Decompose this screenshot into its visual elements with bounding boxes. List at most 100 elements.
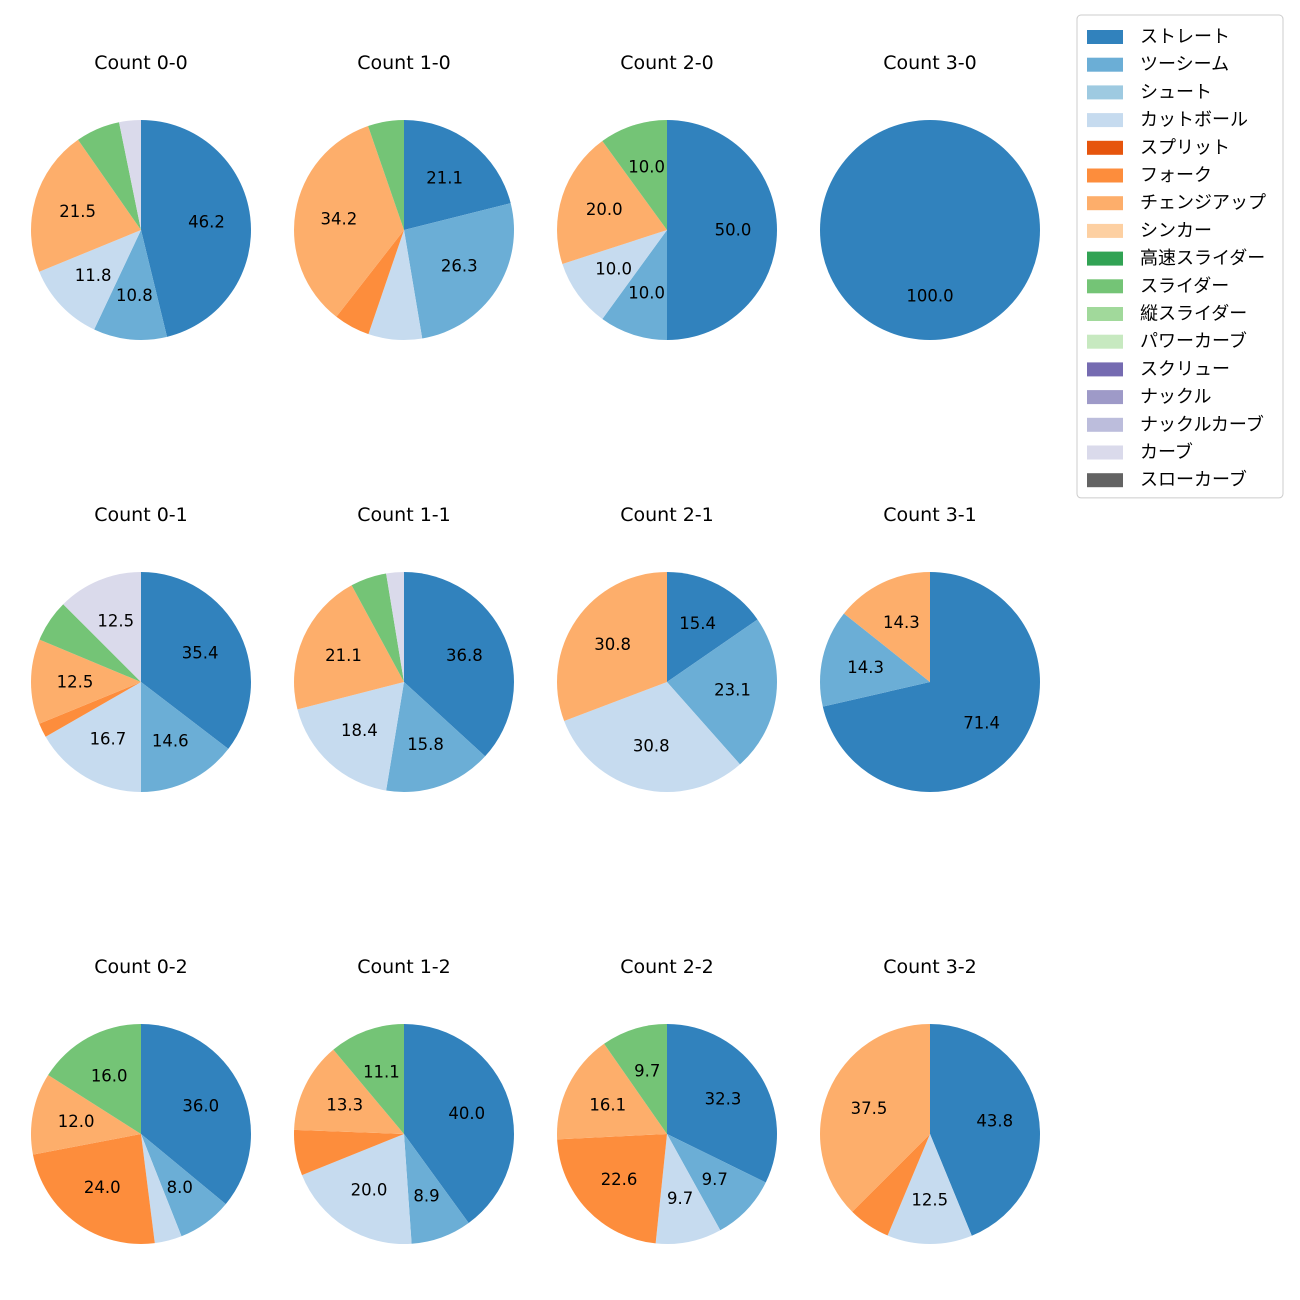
pie-slice — [820, 120, 1040, 340]
slice-label: 26.3 — [441, 257, 478, 276]
legend-label: ナックルカーブ — [1140, 413, 1264, 435]
pie-slice — [141, 572, 251, 749]
slice-label: 100.0 — [906, 287, 953, 306]
pie-slice — [602, 230, 667, 340]
chart-title: Count 3-2 — [883, 956, 977, 978]
slice-label: 11.1 — [363, 1062, 400, 1081]
pie-count-3-1: Count 3-1 71.4 14.3 14.3 — [819, 504, 1040, 792]
pie-slice — [562, 230, 667, 319]
slice-label: 15.8 — [407, 735, 444, 754]
legend-label: シュート — [1140, 82, 1212, 103]
slice-label: 30.8 — [594, 635, 631, 654]
pie-slice — [32, 1134, 155, 1245]
pie-count-0-1: Count 0-1 35.4 14.6 16.7 12.5 12.5 — [31, 504, 251, 792]
legend-swatch — [1087, 57, 1123, 72]
pie-count-1-2: Count 1-2 40.0 8.9 20.0 13.311.1 — [293, 956, 514, 1244]
pie-slice — [667, 1134, 766, 1231]
pie-slice — [843, 572, 930, 682]
chart-title: Count 0-2 — [94, 956, 188, 978]
pie-slice — [336, 230, 404, 335]
pie-slice — [293, 126, 404, 317]
slice-label: 18.4 — [341, 721, 378, 740]
pie-slice — [822, 572, 1040, 792]
chart-title: Count 3-0 — [883, 52, 977, 74]
pie-slice — [930, 1024, 1040, 1236]
slice-label: 10.8 — [116, 286, 153, 305]
slice-label: 35.4 — [182, 643, 219, 662]
legend-label: スライダー — [1140, 276, 1229, 297]
pie-slice — [887, 1134, 972, 1244]
pie-slice — [368, 230, 423, 341]
chart-title: Count 0-1 — [94, 504, 188, 526]
pie-slice — [557, 1134, 667, 1244]
legend-label: スクリュー — [1140, 359, 1230, 380]
slice-label: 43.8 — [976, 1112, 1013, 1131]
legend-swatch — [1087, 279, 1123, 294]
slice-label: 20.0 — [351, 1180, 388, 1199]
legend-label: チェンジアップ — [1140, 193, 1266, 214]
legend-swatch — [1087, 223, 1123, 238]
pie-count-3-0: Count 3-0 100.0 — [820, 52, 1040, 340]
pie-slice — [39, 682, 141, 737]
legend-label: スローカーブ — [1140, 469, 1247, 491]
pie-count-0-2: Count 0-2 36.0 8.0 24.0 12.0 16.0 — [30, 956, 251, 1245]
pie-slice — [852, 1134, 930, 1236]
slice-label: 16.7 — [90, 730, 127, 749]
pie-slice — [141, 682, 229, 792]
chart-title: Count 1-2 — [357, 956, 451, 978]
pie-slice — [819, 1024, 930, 1212]
pie-slice — [404, 1134, 469, 1244]
pie-slice — [667, 1024, 777, 1183]
pie-count-3-2: Count 3-2 43.8 12.5 37.5 — [819, 956, 1040, 1244]
slice-label: 30.8 — [633, 737, 670, 756]
pie-slice — [31, 139, 141, 272]
slice-label: 11.8 — [75, 266, 112, 285]
pie-slice — [119, 120, 141, 230]
slice-label: 10.0 — [628, 283, 665, 302]
legend-label: スプリット — [1140, 137, 1230, 158]
pie-slice — [386, 572, 404, 682]
chart-title: Count 0-0 — [94, 52, 188, 74]
pie-slice — [602, 120, 667, 230]
legend: ストレートツーシームシュートカットボールスプリットフォークチェンジアップシンカー… — [1076, 14, 1284, 499]
slice-label: 10.0 — [595, 259, 632, 278]
slice-label: 16.0 — [91, 1067, 128, 1086]
chart-title: Count 2-2 — [620, 956, 714, 978]
legend-frame — [1076, 14, 1284, 499]
pie-count-2-0: Count 2-0 50.0 10.0 10.0 20.0 10.0 — [557, 52, 777, 340]
pie-slice — [667, 120, 777, 340]
legend-label: ナックル — [1140, 387, 1211, 408]
pie-slice — [404, 572, 514, 757]
slice-label: 21.1 — [426, 168, 463, 187]
pie-slice — [141, 1024, 251, 1205]
slice-label: 16.1 — [589, 1095, 626, 1114]
pie-slice — [655, 1134, 721, 1245]
legend-swatch — [1087, 196, 1123, 211]
pie-slice — [293, 1129, 404, 1176]
pie-slice — [351, 573, 404, 682]
slice-label: 40.0 — [448, 1104, 485, 1123]
pie-slice — [297, 682, 404, 791]
legend-swatch — [1087, 362, 1123, 377]
pie-slice — [78, 122, 141, 230]
legend-label: ツーシーム — [1140, 54, 1229, 75]
pie-slice — [294, 585, 404, 710]
slice-label: 14.6 — [152, 732, 189, 751]
legend-label: カットボール — [1140, 110, 1248, 131]
pie-slice — [39, 604, 142, 682]
pie-slice — [819, 613, 930, 707]
legend-swatch — [1087, 251, 1123, 266]
pie-slice — [604, 1024, 667, 1134]
slice-label: 24.0 — [84, 1178, 121, 1197]
slice-label: 12.5 — [97, 612, 134, 631]
legend-swatch — [1087, 307, 1123, 321]
slice-label: 20.0 — [586, 200, 623, 219]
slice-label: 8.0 — [167, 1178, 193, 1197]
slice-label: 12.0 — [58, 1112, 95, 1131]
pie-slice — [667, 572, 758, 682]
legend-swatch — [1087, 417, 1123, 432]
pie-slice — [30, 1075, 141, 1155]
slice-label: 32.3 — [705, 1090, 742, 1109]
slice-label: 10.0 — [628, 158, 665, 177]
pie-slice — [63, 571, 141, 682]
